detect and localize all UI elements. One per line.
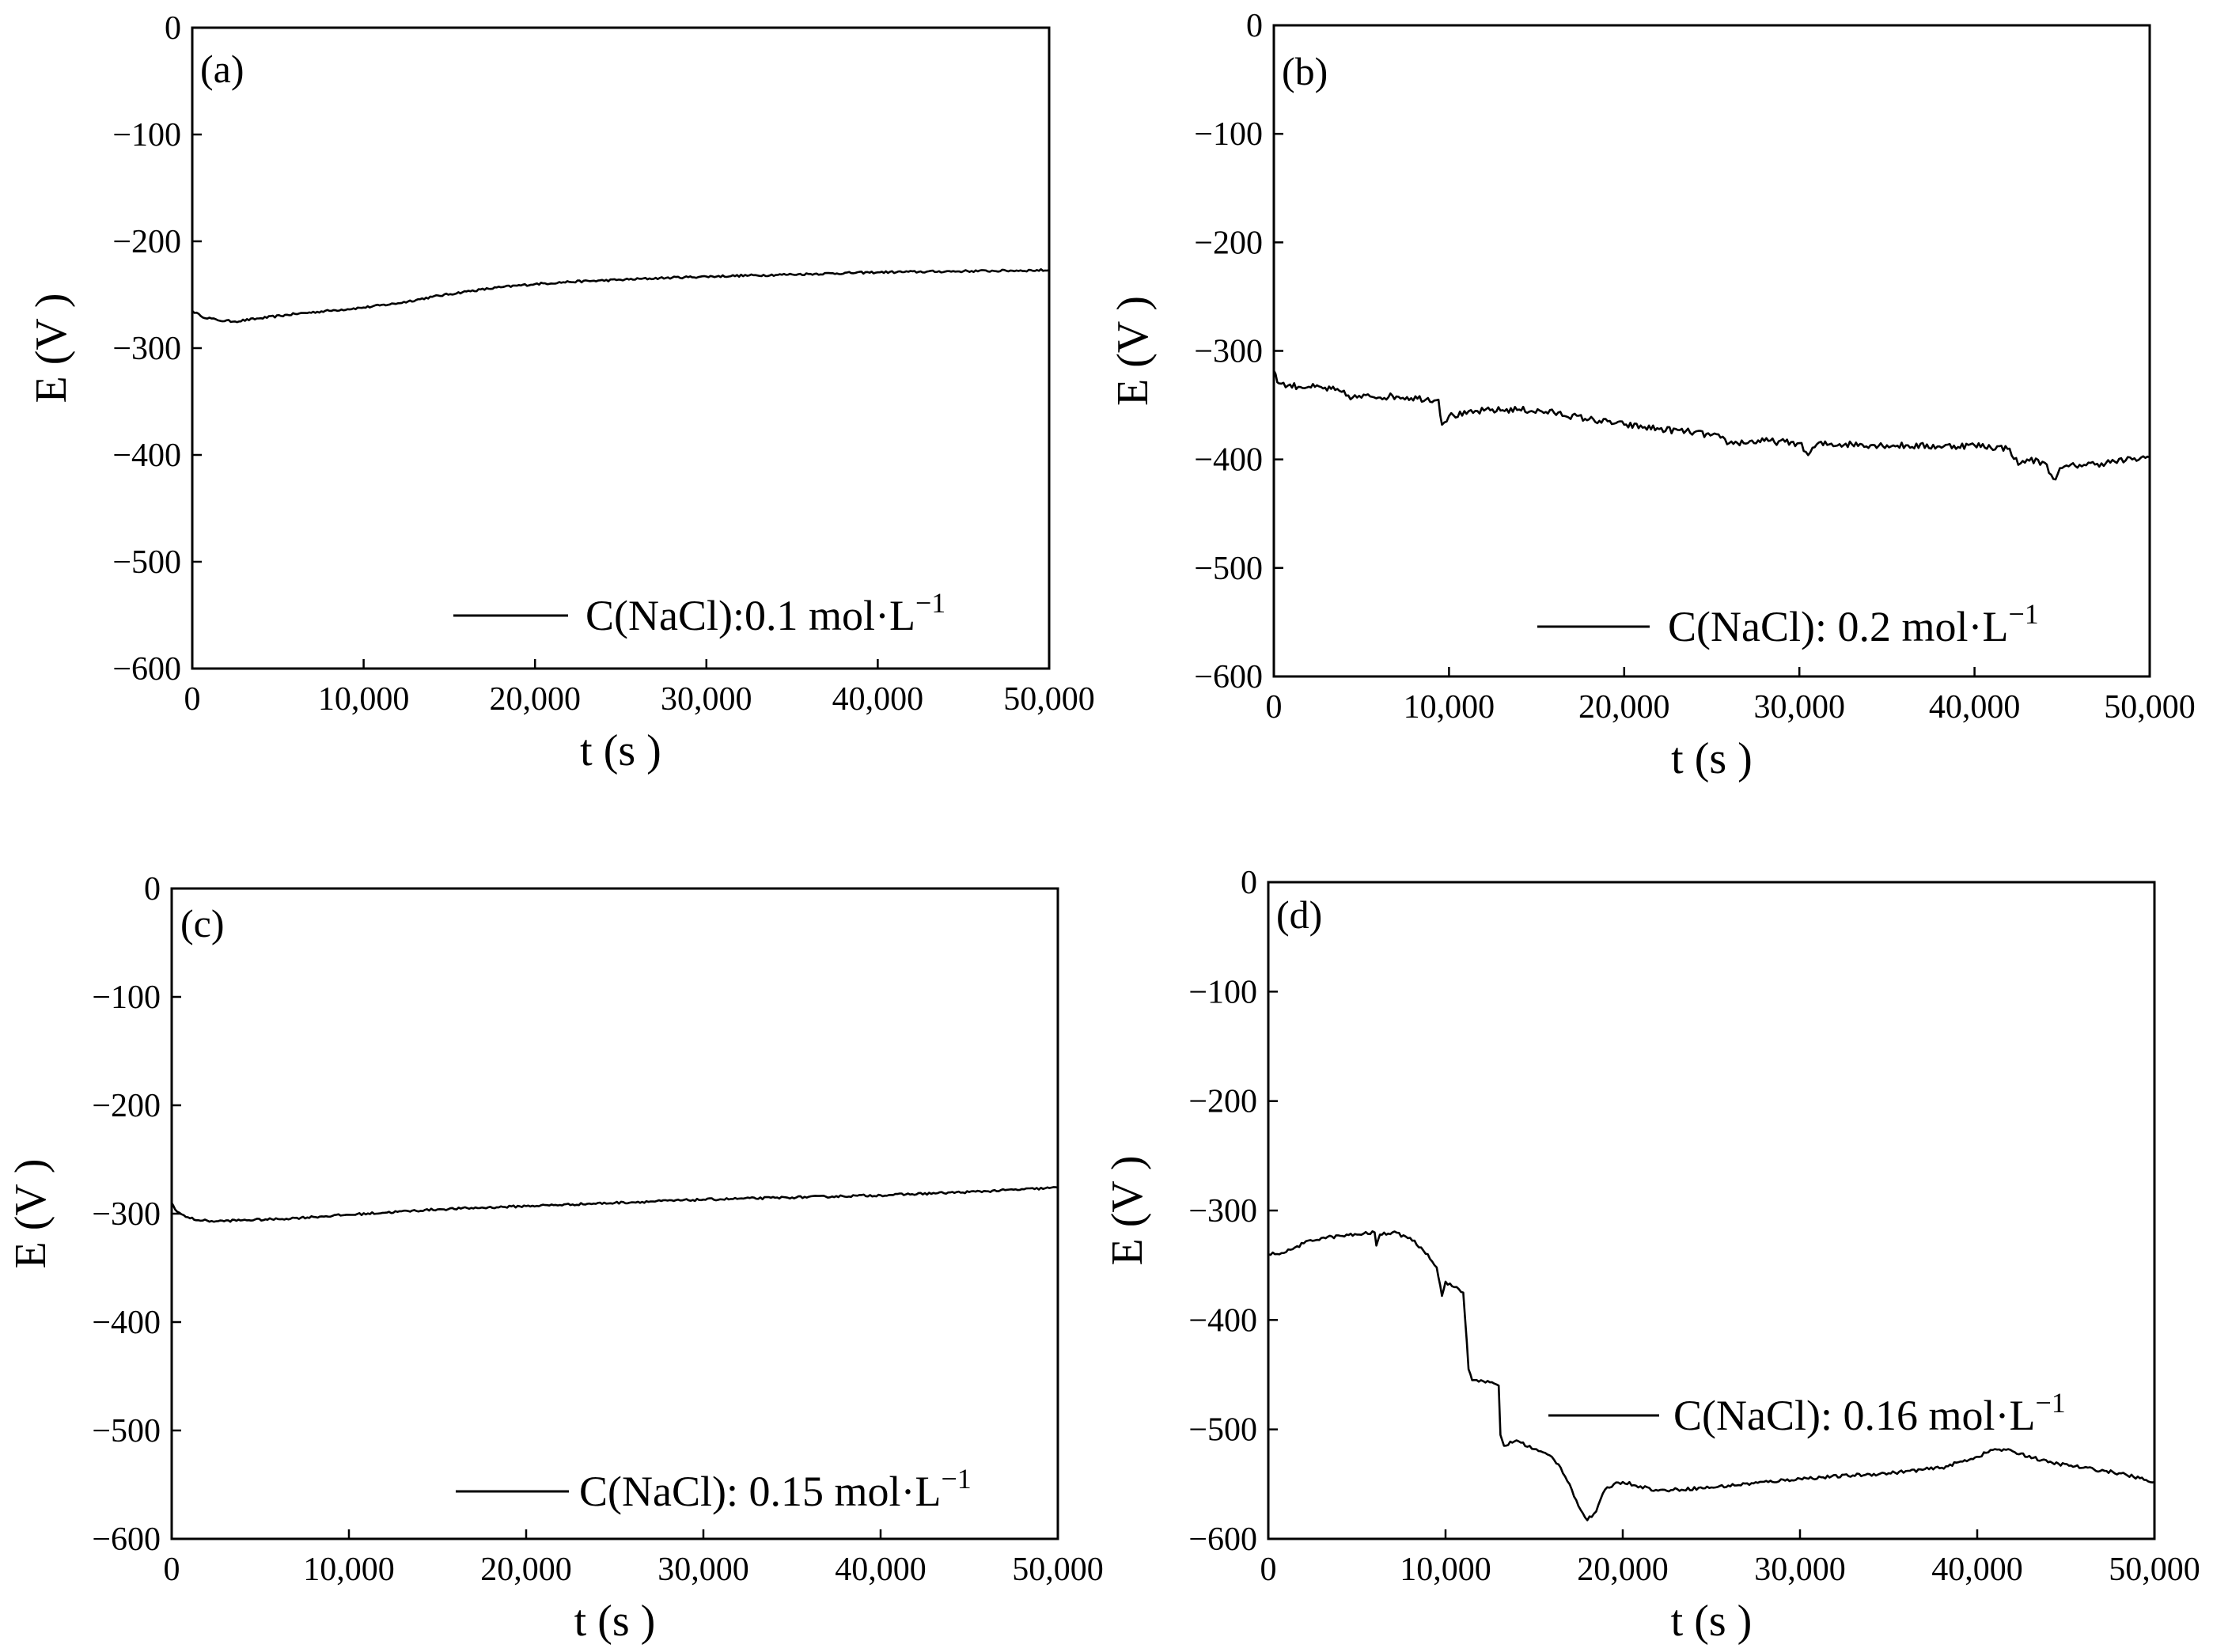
y-tick-label: −300 <box>1188 1193 1257 1230</box>
x-tick-label: 20,000 <box>1578 689 1670 726</box>
x-tick-label: 10,000 <box>1404 689 1495 726</box>
chart-panel-2: 0 10,000 20,000 30,000 40,000 50,000 0 −100 −200… <box>1108 8 2196 783</box>
y-tick-label: −400 <box>1194 442 1263 479</box>
y-tick-label: −200 <box>92 1088 161 1124</box>
y-tick-label: −600 <box>112 651 181 688</box>
y-tick-label: −500 <box>92 1413 161 1449</box>
legend-label: C(NaCl): 0.16 mol·L−1 <box>1673 1387 2066 1439</box>
plot-frame <box>191 26 1051 670</box>
x-tick-label: 40,000 <box>832 681 924 718</box>
x-tick-label: 40,000 <box>835 1552 927 1588</box>
plot-frame <box>1272 24 2151 678</box>
y-tick-label: −500 <box>1188 1412 1257 1449</box>
x-tick-label: 0 <box>184 681 201 718</box>
y-tick-label: 0 <box>1246 8 1263 44</box>
panel-label: (b) <box>1282 49 1328 93</box>
legend-label: C(NaCl): 0.15 mol·L−1 <box>579 1463 972 1515</box>
series-line-3 <box>170 1186 1059 1223</box>
legend-label-superscript: −1 <box>941 1463 971 1495</box>
x-axis-title: t (s ) <box>580 726 661 775</box>
y-tick-label: −400 <box>1188 1302 1257 1339</box>
x-axis-title: t (s ) <box>1671 734 1753 783</box>
y-tick-label: −100 <box>112 117 181 153</box>
y-axis-title: E (V ) <box>1108 296 1158 406</box>
legend-label-text: C(NaCl): 0.15 mol·L <box>579 1468 941 1515</box>
x-tick-label: 30,000 <box>1754 1552 1846 1588</box>
legend-label: C(NaCl): 0.2 mol·L−1 <box>1668 598 2039 650</box>
legend-label-superscript: −1 <box>2035 1387 2065 1419</box>
series-line-4 <box>1268 1230 2155 1521</box>
x-tick-label: 40,000 <box>1929 689 2021 726</box>
plot-frame <box>1267 881 2156 1540</box>
legend-label: C(NaCl):0.1 mol·L−1 <box>585 587 945 639</box>
y-tick-label: −400 <box>92 1305 161 1341</box>
x-tick-label: 30,000 <box>1753 689 1845 726</box>
y-axis-title: E (V ) <box>6 1159 55 1269</box>
y-tick-label: 0 <box>144 871 161 907</box>
x-tick-label: 30,000 <box>661 681 752 718</box>
series-line-1 <box>191 267 1050 324</box>
chart-panel-1: 0 10,000 20,000 30,000 40,000 50,000 0 −100 −200… <box>27 10 1095 775</box>
x-tick-label: 50,000 <box>2104 689 2196 726</box>
y-tick-label: 0 <box>1241 865 1257 901</box>
x-tick-label: 50,000 <box>1003 681 1095 718</box>
x-tick-label: 30,000 <box>657 1552 749 1588</box>
chart-panel-3: 0 10,000 20,000 30,000 40,000 50,000 0 −100 −200… <box>6 871 1104 1646</box>
x-tick-label: 20,000 <box>489 681 581 718</box>
x-tick-label: 10,000 <box>318 681 410 718</box>
panel-label: (a) <box>200 47 244 91</box>
legend-label-text: C(NaCl):0.1 mol·L <box>585 592 915 639</box>
y-tick-label: −500 <box>1194 551 1263 587</box>
y-tick-label: −300 <box>1194 334 1263 370</box>
y-axis-title: E (V ) <box>1103 1156 1152 1266</box>
x-tick-label: 40,000 <box>1931 1552 2023 1588</box>
x-tick-label: 10,000 <box>303 1552 395 1588</box>
y-tick-label: −600 <box>92 1521 161 1558</box>
y-tick-label: −100 <box>92 979 161 1016</box>
y-tick-label: −400 <box>112 438 181 474</box>
legend-label-text: C(NaCl): 0.2 mol·L <box>1668 603 2008 650</box>
x-tick-label: 0 <box>1266 689 1283 726</box>
x-tick-label: 20,000 <box>480 1552 572 1588</box>
chart-panel-4: 0 10,000 20,000 30,000 40,000 50,000 0 −100 −200… <box>1103 865 2200 1646</box>
legend-label-text: C(NaCl): 0.16 mol·L <box>1673 1392 2035 1439</box>
x-tick-label: 50,000 <box>1012 1552 1104 1588</box>
legend-label-superscript: −1 <box>915 587 945 619</box>
y-tick-label: −300 <box>92 1196 161 1233</box>
x-tick-label: 10,000 <box>1400 1552 1491 1588</box>
panel-label: (d) <box>1276 892 1322 937</box>
y-tick-label: −200 <box>1194 225 1263 261</box>
x-axis-title: t (s ) <box>574 1597 656 1646</box>
y-tick-label: 0 <box>165 10 181 47</box>
y-tick-label: −600 <box>1188 1521 1257 1558</box>
x-axis-title: t (s ) <box>1671 1597 1753 1646</box>
x-tick-label: 0 <box>1260 1552 1277 1588</box>
plot-frame <box>170 887 1059 1540</box>
y-axis-title: E (V ) <box>27 294 76 404</box>
y-tick-label: −100 <box>1188 974 1257 1010</box>
series-line-2 <box>1272 369 2150 481</box>
y-tick-label: −500 <box>112 544 181 581</box>
y-tick-label: −300 <box>112 331 181 367</box>
y-tick-label: −200 <box>112 224 181 260</box>
x-tick-label: 20,000 <box>1577 1552 1669 1588</box>
legend-label-superscript: −1 <box>2008 598 2038 630</box>
x-tick-label: 50,000 <box>2109 1552 2200 1588</box>
y-tick-label: −600 <box>1194 659 1263 695</box>
x-tick-label: 0 <box>164 1552 180 1588</box>
panel-label: (c) <box>180 901 225 945</box>
y-tick-label: −200 <box>1188 1084 1257 1120</box>
y-tick-label: −100 <box>1194 116 1263 153</box>
